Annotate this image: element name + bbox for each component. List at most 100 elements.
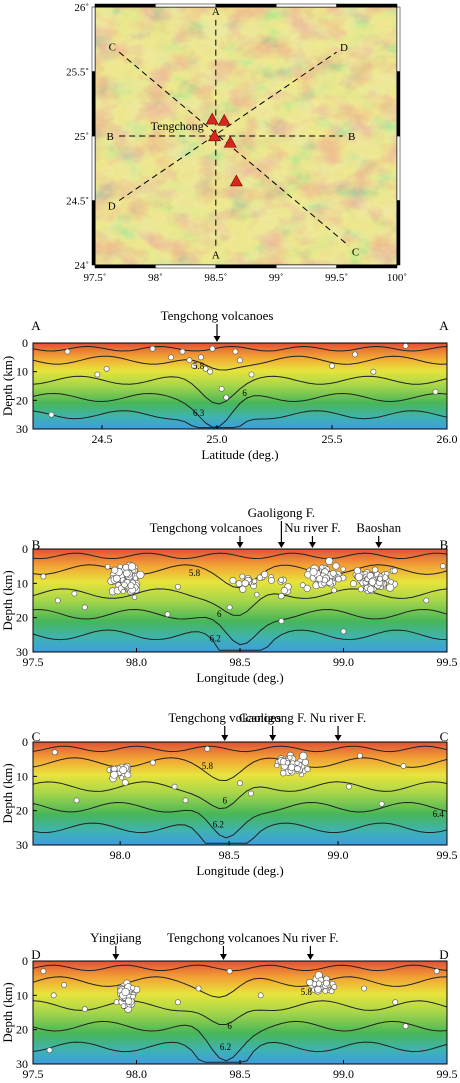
earthquake-point <box>386 583 395 592</box>
earthquake-point <box>314 985 322 993</box>
y-tick-label: 0 <box>22 542 28 556</box>
y-tick-label: 10 <box>16 988 28 1002</box>
earthquake-point <box>149 759 156 766</box>
earthquake-point <box>432 388 439 395</box>
earthquake-point <box>121 581 128 588</box>
earthquake-point <box>328 988 335 995</box>
earthquake-point <box>340 566 346 572</box>
map-x-tick-label: 98.5˚ <box>204 272 227 284</box>
earthquake-point <box>319 564 325 570</box>
velocity-contour <box>32 801 448 839</box>
velocity-contour <box>32 375 448 405</box>
x-tick-label: 99.5 <box>437 1067 458 1078</box>
y-tick-label: 30 <box>16 1057 28 1071</box>
earthquake-point <box>54 597 61 604</box>
annotation-label: Tengchong volcanoes <box>150 520 263 535</box>
earthquake-point <box>120 588 126 594</box>
map-border-right <box>396 6 401 72</box>
earthquake-point <box>50 992 57 999</box>
velocity-field <box>33 742 447 845</box>
map-x-tick-label: 99.5˚ <box>325 272 348 284</box>
earthquake-point <box>191 363 197 369</box>
map-y-tick-label: 24.5˚ <box>66 196 89 208</box>
contour-label: 6.4 <box>433 809 445 819</box>
earthquake-point <box>329 363 335 369</box>
volcano-marker <box>229 174 243 187</box>
y-tick-label: 20 <box>16 1023 28 1037</box>
map-y-tick-label: 24˚ <box>74 260 89 272</box>
y-tick-label: 0 <box>22 336 28 350</box>
earthquake-point <box>182 797 189 804</box>
x-tick-label: 98.0 <box>126 655 147 669</box>
earthquake-point <box>301 758 309 766</box>
velocity-field <box>33 549 447 652</box>
earthquake-point <box>402 1023 409 1030</box>
earthquake-point <box>279 769 287 777</box>
contour-label: 5.8 <box>193 361 205 371</box>
section-end-label: B <box>440 537 449 552</box>
y-tick-label: 0 <box>22 735 28 749</box>
earthquake-point <box>439 563 446 570</box>
contour-label: 6 <box>217 609 222 619</box>
map-border-bottom <box>215 264 277 269</box>
location-map: 97.5˚ 98˚ 98.5˚ 99˚ 99.5˚ 100˚ 24˚ 24.5˚ 25˚ 25.5… <box>66 2 407 284</box>
earthquake-point <box>357 586 364 593</box>
earthquake-point <box>377 575 384 582</box>
earthquake-point <box>239 585 247 593</box>
section-end-label: D <box>439 947 448 962</box>
earthquake-point <box>202 365 209 372</box>
profile-end-label: D <box>108 201 116 213</box>
earthquake-point <box>278 618 285 624</box>
profile-section-b: 5.8 6 6.2 97.5 98.0 98.5 99.0 99.5 0 10 20 30 Longit… <box>0 505 458 685</box>
annotation-arrowhead <box>375 542 383 548</box>
earthquake-point <box>268 576 275 584</box>
earthquake-point <box>388 579 394 585</box>
annotation-label: Tengchong volcanoes <box>167 930 280 945</box>
contour-label: 6 <box>222 795 227 805</box>
earthquake-point <box>124 771 132 779</box>
earthquake-point <box>288 763 296 771</box>
earthquake-point <box>392 999 399 1006</box>
section-end-label: A <box>439 318 449 333</box>
earthquake-point <box>40 573 47 580</box>
earthquake-point <box>237 780 243 787</box>
annotation-label: Gaoligong F. <box>248 505 316 520</box>
earthquake-point <box>229 577 237 585</box>
earthquake-point <box>239 573 246 580</box>
earthquake-point <box>81 1006 88 1012</box>
x-tick-label: 25.0 <box>207 432 228 446</box>
y-tick-label: 10 <box>16 769 28 783</box>
profile-line-c <box>118 51 350 247</box>
velocity-contour <box>32 608 448 646</box>
earthquake-point <box>218 385 225 392</box>
earthquake-point <box>127 582 135 589</box>
map-border-bottom <box>94 264 156 269</box>
earthquake-point <box>278 577 285 583</box>
section-frame <box>32 741 448 846</box>
velocity-contour <box>32 552 448 560</box>
earthquake-point <box>261 570 269 578</box>
map-x-tick-label: 98˚ <box>148 272 163 284</box>
earthquake-point <box>361 985 368 992</box>
map-border-top <box>94 3 156 8</box>
velocity-contour <box>32 345 448 352</box>
x-tick-label: 25.5 <box>322 432 343 446</box>
x-axis-label: Longitude (deg.) <box>196 863 283 878</box>
earthquake-point <box>325 557 334 566</box>
earthquake-point <box>350 580 357 588</box>
earthquake-point <box>367 585 375 593</box>
x-tick-label: 99.0 <box>333 655 354 669</box>
profile-end-label: C <box>352 246 359 258</box>
earthquake-point <box>104 564 111 570</box>
velocity-contour <box>32 588 448 616</box>
map-x-tick-label: 100˚ <box>387 272 407 284</box>
earthquake-point <box>251 578 258 584</box>
earthquake-point <box>306 978 314 986</box>
earthquake-point <box>354 572 363 581</box>
earthquake-point <box>174 583 181 590</box>
earthquake-point <box>329 569 337 577</box>
earthquake-point <box>130 993 136 1000</box>
x-tick-label: 98.0 <box>110 848 131 862</box>
earthquake-point <box>331 984 338 990</box>
earthquake-point <box>274 762 280 768</box>
